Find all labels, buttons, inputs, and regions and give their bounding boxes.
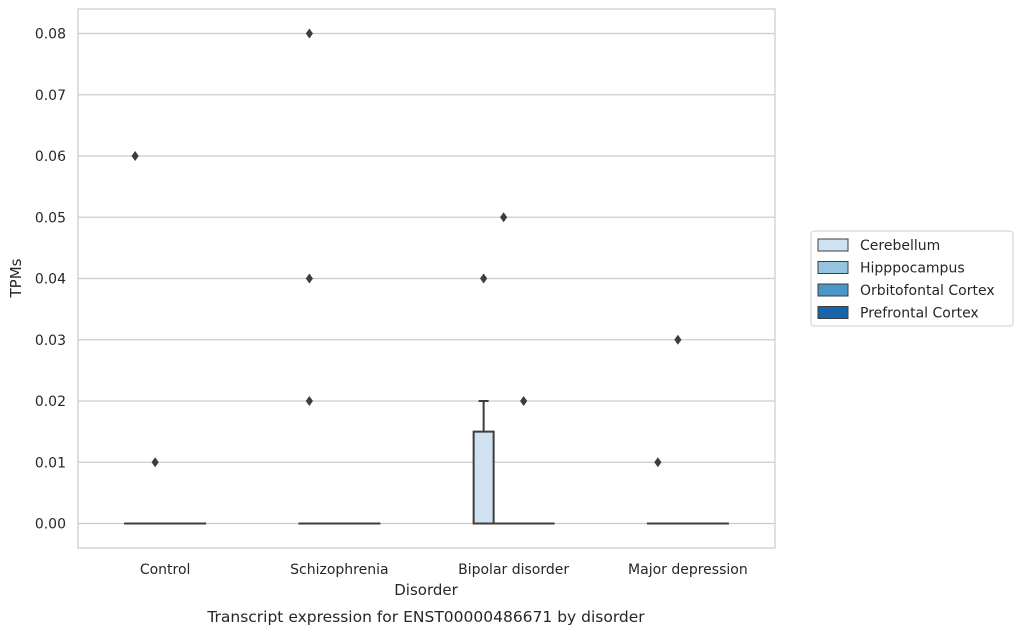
y-tick-label: 0.03 [35, 333, 66, 349]
y-tick-label: 0.00 [35, 517, 66, 533]
outlier-point [305, 28, 313, 39]
outlier-point [131, 151, 139, 161]
outlier-point [674, 334, 682, 345]
y-tick-label: 0.04 [35, 272, 66, 288]
legend-swatch [817, 238, 849, 252]
y-tick-label: 0.06 [35, 149, 66, 165]
y-tick-label: 0.05 [35, 210, 66, 226]
outlier-point [305, 396, 313, 406]
y-axis-title: TPMs [7, 258, 25, 298]
plot-frame [77, 8, 776, 549]
legend-frame [810, 230, 1014, 327]
box-marks [124, 28, 729, 525]
y-tick-label: 0.07 [35, 88, 66, 104]
y-tick-label: 0.01 [35, 455, 66, 471]
grid-lines [78, 32, 775, 525]
legend-label: Orbitofontal Cortex [860, 283, 995, 299]
outlier-point [654, 457, 662, 468]
x-tick-label: Major depression [628, 562, 748, 578]
legend-swatch [817, 283, 849, 297]
legend-label: Cerebellum [860, 238, 940, 254]
legend-label: Hipppocampus [860, 261, 965, 277]
legend-swatch [817, 261, 849, 274]
legend-swatch [817, 306, 849, 319]
y-tick-labels: 0.00 0.01 0.02 0.03 0.04 0.05 0.06 0.07 0.08 [35, 27, 66, 533]
outlier-point [151, 457, 159, 468]
legend-label: Prefrontal Cortex [860, 306, 979, 322]
outlier-point [500, 212, 508, 223]
x-tick-labels: Control Schizophrenia Bipolar disorder Majo… [140, 562, 748, 578]
x-tick-label: Schizophrenia [290, 562, 388, 578]
y-tick-label: 0.02 [35, 394, 66, 410]
y-tick-label: 0.08 [35, 27, 66, 43]
outlier-point [520, 396, 528, 406]
legend: Cerebellum Hipppocampus Orbitofontal Corte… [810, 230, 1014, 327]
box [472, 430, 495, 525]
chart-caption: Transcript expression for ENST0000048667… [206, 608, 645, 626]
x-tick-label: Bipolar disorder [458, 562, 569, 578]
outlier-point [305, 273, 313, 284]
x-tick-label: Control [140, 562, 191, 578]
outlier-point [480, 273, 488, 284]
x-axis-title: Disorder [394, 581, 458, 599]
